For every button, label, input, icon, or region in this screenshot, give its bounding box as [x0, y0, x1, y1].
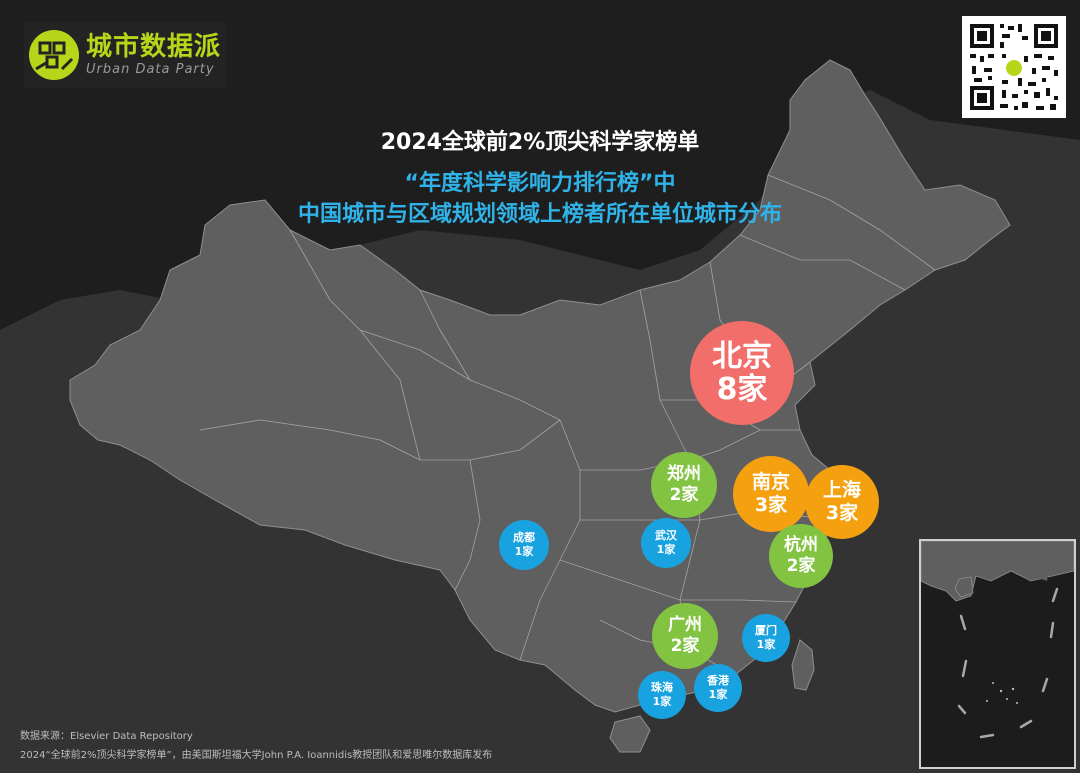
- poster-subtitle-line1: “年度科学影响力排行榜”中: [404, 171, 676, 196]
- city-name: 广州: [668, 615, 702, 635]
- city-bubble-guangzhou: 广州 2家: [652, 603, 718, 669]
- city-bubble-wuhan: 武汉 1家: [641, 518, 691, 568]
- city-count: 2家: [669, 485, 699, 505]
- city-name: 北京: [712, 339, 772, 374]
- city-bubble-chengdu: 成都 1家: [499, 520, 549, 570]
- city-count: 3家: [825, 502, 859, 524]
- city-name: 杭州: [784, 535, 818, 555]
- hainan-land: [609, 715, 651, 753]
- city-count: 1家: [708, 688, 728, 701]
- city-bubble-shanghai: 上海 3家: [805, 465, 879, 539]
- city-bubble-hangzhou: 杭州 2家: [769, 524, 833, 588]
- city-count: 8家: [716, 372, 768, 407]
- logo-emblem-icon: [29, 30, 79, 80]
- city-count: 2家: [786, 556, 816, 576]
- city-bubble-xiamen: 厦门 1家: [742, 614, 790, 662]
- ranking-publisher-note: 2024“全球前2%顶尖科学家榜单”，由美国斯坦福大学John P.A. Ioa…: [20, 750, 493, 761]
- taiwan-land: [791, 639, 815, 691]
- city-name: 厦门: [755, 624, 777, 637]
- city-count: 1家: [652, 695, 672, 708]
- city-bubble-beijing: 北京 8家: [690, 321, 794, 425]
- brand-logo: 城市数据派 Urban Data Party: [24, 22, 226, 88]
- city-bubble-zhuhai: 珠海 1家: [638, 671, 686, 719]
- city-count: 3家: [754, 494, 788, 516]
- city-name: 上海: [822, 479, 861, 501]
- city-count: 1家: [514, 545, 534, 558]
- city-name: 南京: [751, 471, 790, 493]
- city-name: 郑州: [667, 464, 701, 484]
- inset-map: [921, 541, 1074, 739]
- poster-subtitle-line2: 中国城市与区域规划领域上榜者所在单位城市分布: [297, 202, 782, 227]
- city-name: 成都: [513, 531, 535, 544]
- city-count: 1家: [656, 543, 676, 556]
- city-name: 香港: [707, 674, 729, 687]
- city-count: 1家: [756, 638, 776, 651]
- poster-title: 2024全球前2%顶尖科学家榜单: [380, 130, 700, 155]
- data-source-note: 数据来源：Elsevier Data Repository: [20, 731, 193, 742]
- south-china-sea-inset: [919, 539, 1076, 769]
- city-bubble-hongkong: 香港 1家: [694, 664, 742, 712]
- province-borders: [199, 174, 936, 676]
- logo-name-cn: 城市数据派: [86, 32, 222, 62]
- city-bubble-nanjing: 南京 3家: [733, 456, 809, 532]
- city-name: 武汉: [655, 529, 677, 542]
- city-name: 珠海: [651, 681, 673, 694]
- qr-code-icon: [962, 16, 1066, 118]
- city-bubble-zhengzhou: 郑州 2家: [651, 452, 717, 518]
- logo-name-en: Urban Data Party: [86, 62, 215, 77]
- city-count: 2家: [670, 636, 700, 656]
